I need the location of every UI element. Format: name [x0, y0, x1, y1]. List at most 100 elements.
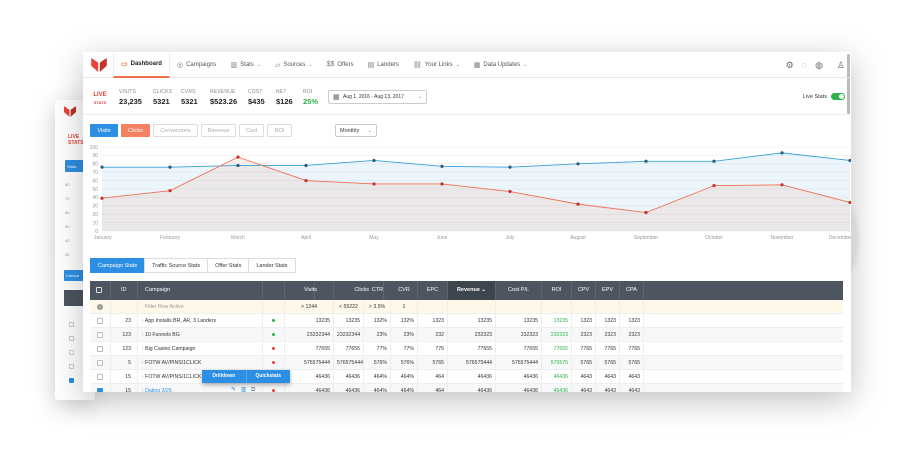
- filter-ctr[interactable]: > 3.5%: [364, 300, 391, 314]
- metric-cost-button[interactable]: Cost: [239, 124, 264, 137]
- campaign-name-cell[interactable]: › App Installs BR, AR, 3 Landers: [138, 314, 263, 328]
- nav-your-links[interactable]: ⛓ Your Links ⌄: [412, 61, 460, 69]
- nav-offers[interactable]: $$ Offers: [326, 61, 354, 68]
- chevron-down-icon: ⌄: [256, 61, 261, 68]
- select-all-checkbox[interactable]: [90, 281, 111, 300]
- nav-sources[interactable]: ▱ Sources ⌄: [274, 61, 313, 69]
- table-row[interactable]: 5 › FOTW AV/PINS/1CLICK 576575444 576575444…: [90, 356, 843, 370]
- calendar-icon: ▦: [333, 94, 340, 101]
- col-id[interactable]: ID: [111, 281, 138, 300]
- col-cpv[interactable]: CPV: [572, 281, 596, 300]
- campaign-name-cell[interactable]: › Big Casino Campaign: [138, 342, 263, 356]
- nav-dashboard[interactable]: ▭ Dashboard: [113, 52, 170, 78]
- metric-conversions-button[interactable]: Conversions: [153, 124, 198, 137]
- col-cvr[interactable]: CVR: [391, 281, 418, 300]
- tab-traffic-source-stats[interactable]: Traffic Source Stats: [144, 258, 209, 273]
- data-point: [236, 155, 240, 159]
- mini-tick: 40: [65, 238, 70, 243]
- filter-revenue[interactable]: [448, 300, 496, 314]
- filter-visits[interactable]: > 1244: [285, 300, 334, 314]
- help-icon[interactable]: ◍: [815, 59, 823, 70]
- metric-revenue-button[interactable]: Revenue: [201, 124, 236, 137]
- col-visits[interactable]: Visits: [285, 281, 334, 300]
- expand-arrow-icon[interactable]: ›: [142, 318, 145, 324]
- nav-landers[interactable]: ▤ Landers: [367, 61, 399, 69]
- metric-roi-button[interactable]: ROI: [267, 124, 292, 137]
- bar-chart-icon[interactable]: ▥: [240, 387, 247, 392]
- expand-arrow-icon[interactable]: ›: [142, 332, 146, 338]
- table-row[interactable]: 123 › 10 Funnels BG 23232344 23232344 23% 23%…: [90, 328, 843, 342]
- col-campaign[interactable]: Campaign: [138, 281, 263, 300]
- tab-offer-stats[interactable]: Offer Stats: [207, 258, 250, 273]
- filter-cost[interactable]: [496, 300, 542, 314]
- table-row[interactable]: 23 › App Installs BR, AR, 3 Landers 13235 1…: [90, 314, 843, 328]
- nav-data-updates[interactable]: ▦ Data Updates ⌄: [473, 61, 528, 69]
- col-spacer: [285, 281, 315, 300]
- col-roi[interactable]: ROI: [542, 281, 572, 300]
- filter-cpa[interactable]: [620, 300, 644, 314]
- expand-arrow-icon[interactable]: ›: [142, 360, 146, 366]
- metric-visits-button[interactable]: Visits: [90, 124, 118, 137]
- col-epv[interactable]: EPV: [596, 281, 620, 300]
- cell-cvr: 23%: [391, 328, 418, 342]
- gear-icon[interactable]: ⚙: [785, 59, 794, 70]
- filter-cvr[interactable]: 1: [391, 300, 418, 314]
- campaign-name-cell[interactable]: › FOTW AV/PINS/1CLICK: [138, 356, 263, 370]
- date-range-picker[interactable]: ▦ Aug 1, 2016 - Aug 13, 2017 ⌄: [328, 90, 427, 104]
- col-cpa[interactable]: CPA: [620, 281, 644, 300]
- chat-icon[interactable]: ◌: [801, 60, 808, 70]
- tab-campaign-stats[interactable]: Campaign Stats: [90, 258, 146, 273]
- filter-epc[interactable]: [418, 300, 448, 314]
- table-row[interactable]: 15 › Dating 3/26 46436 46436 464% 464% 464 4643…: [90, 384, 843, 392]
- folder-icon: ▱: [274, 61, 281, 69]
- cell-cost: 46436: [496, 370, 542, 384]
- filter-clicks[interactable]: < 55222: [334, 300, 364, 314]
- cell-id: 23: [111, 314, 138, 328]
- expand-arrow-icon[interactable]: ›: [142, 374, 146, 380]
- expand-arrow-icon[interactable]: ›: [142, 346, 146, 352]
- row-checkbox[interactable]: [90, 370, 111, 384]
- row-checkbox[interactable]: [90, 314, 111, 328]
- row-checkbox[interactable]: [90, 328, 111, 342]
- col-ctr[interactable]: CTR: [371, 287, 384, 293]
- row-checkbox[interactable]: [90, 342, 111, 356]
- x-tick-label: August: [570, 235, 586, 241]
- data-point: [848, 200, 851, 205]
- edit-icon[interactable]: ✎: [231, 387, 237, 392]
- metric-clicks-button[interactable]: Clicks: [121, 124, 150, 137]
- drilldown-button[interactable]: Drilldown: [202, 370, 246, 383]
- cell-cpv: 1323: [572, 314, 596, 328]
- nav-campaigns[interactable]: ◎ Campaigns: [176, 61, 217, 69]
- data-point: [100, 165, 104, 169]
- quickstats-button[interactable]: Quickstats: [245, 370, 290, 383]
- copy-icon[interactable]: ⧉: [251, 387, 256, 392]
- expand-arrow-icon[interactable]: ›: [142, 388, 146, 392]
- row-checkbox[interactable]: [90, 384, 111, 392]
- campaign-name-cell[interactable]: › Dating 3/26: [138, 384, 263, 392]
- col-revenue[interactable]: Revenue ⌄: [448, 281, 496, 300]
- x-tick-label: October: [705, 235, 723, 241]
- campaign-name-cell[interactable]: › 10 Funnels BG: [138, 328, 263, 342]
- col-epc[interactable]: EPC: [418, 281, 448, 300]
- live-stats-toggle[interactable]: [831, 93, 845, 100]
- cell-epv: 4643: [596, 370, 620, 384]
- row-checkbox[interactable]: [90, 356, 111, 370]
- calendar-icon: ▤: [367, 61, 375, 69]
- filter-cpv[interactable]: [572, 300, 596, 314]
- filter-epv[interactable]: [596, 300, 620, 314]
- col-cost-pl[interactable]: Cost P/L: [496, 281, 542, 300]
- nav-stats[interactable]: ▥ Stats ⌄: [230, 61, 261, 69]
- window-scrollbar[interactable]: [847, 54, 850, 114]
- filter-id-cell[interactable]: [111, 300, 138, 314]
- col-clicks[interactable]: Clicks: [334, 281, 384, 300]
- period-select[interactable]: Monthly ⌄: [335, 124, 377, 137]
- cell-roi: 46436: [542, 384, 572, 392]
- table-row[interactable]: 123 › Big Casino Campaign 77655 77655 77% 77%…: [90, 342, 843, 356]
- tab-lander-stats[interactable]: Lander Stats: [248, 258, 296, 273]
- filter-roi[interactable]: [542, 300, 572, 314]
- user-icon[interactable]: ♙: [836, 59, 845, 70]
- cell-id: 123: [111, 342, 138, 356]
- filter-status-cell[interactable]: [263, 300, 285, 314]
- mini-tick: 60: [65, 210, 70, 215]
- brand-logo-icon[interactable]: [90, 57, 108, 72]
